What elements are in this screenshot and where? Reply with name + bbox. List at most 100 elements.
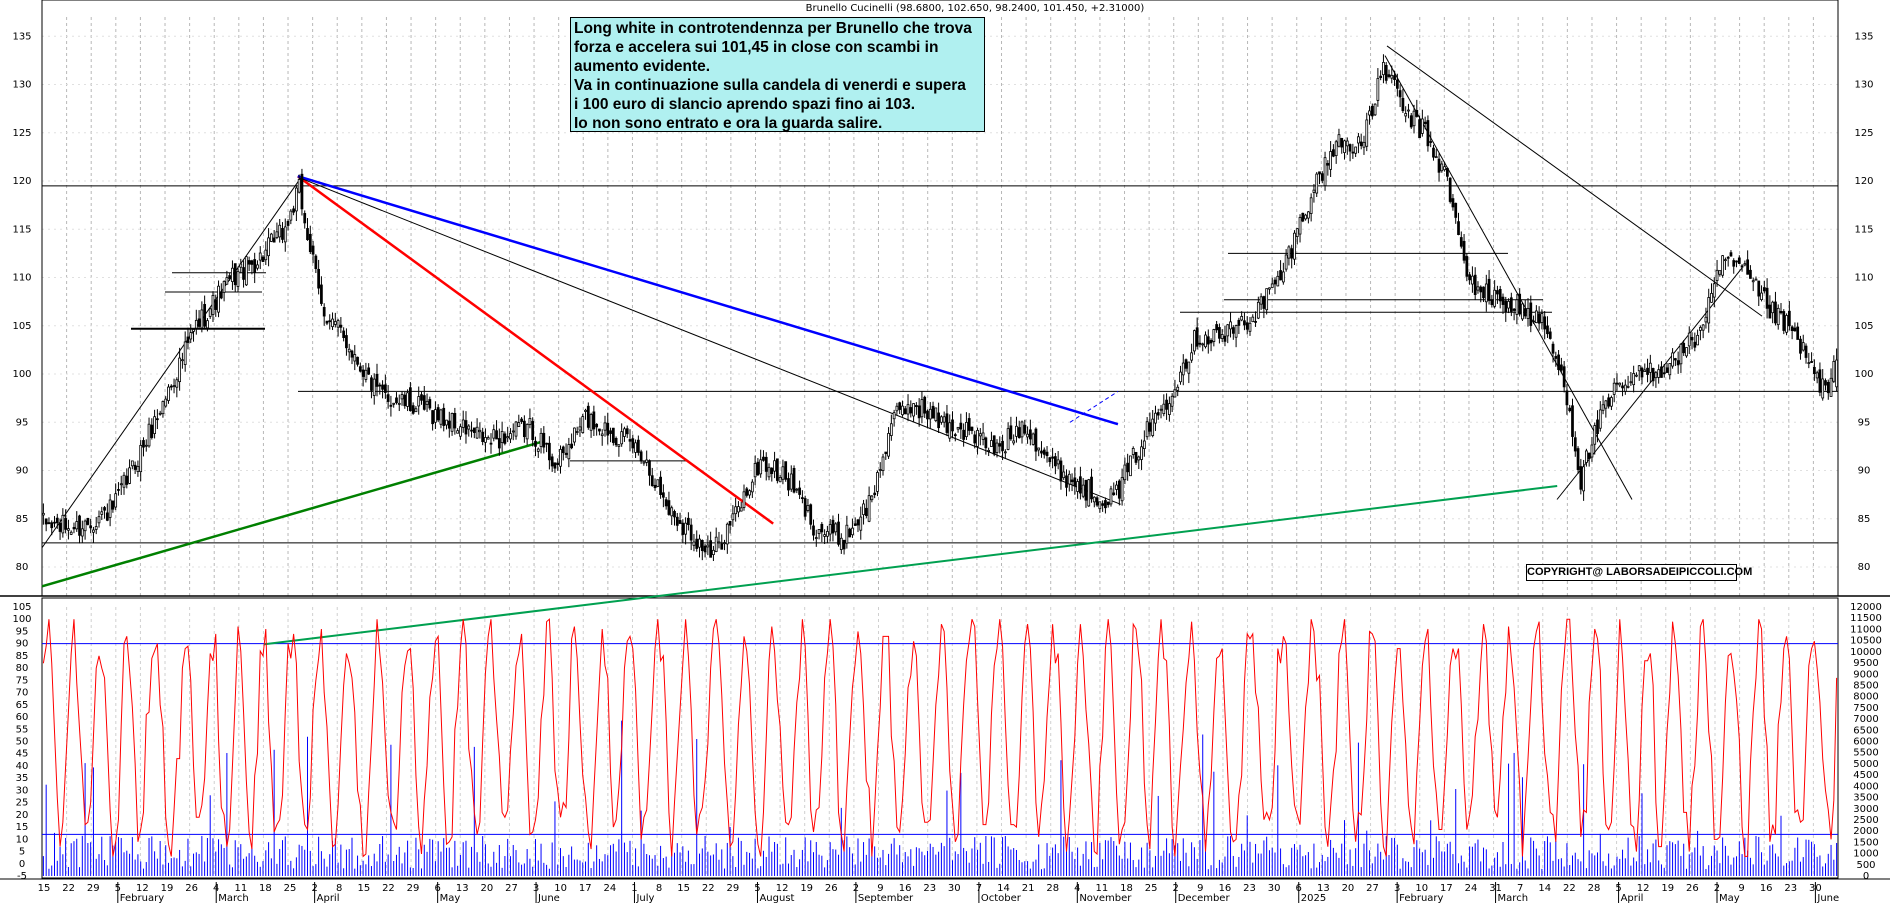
candle-body xyxy=(603,422,607,431)
x-month-label: March xyxy=(1498,893,1528,903)
candle-body xyxy=(381,384,384,390)
volume-tick: 2000 xyxy=(1853,826,1878,837)
candle-body xyxy=(1701,324,1705,331)
candle-body xyxy=(553,462,557,469)
candle-body xyxy=(447,420,451,429)
candle-body xyxy=(364,369,368,380)
candle-body xyxy=(737,506,740,513)
candle-body xyxy=(806,505,810,511)
candle-body xyxy=(1329,151,1332,170)
candle-body xyxy=(1354,146,1358,154)
x-day-tick: 22 xyxy=(382,883,395,894)
candle-body xyxy=(581,416,585,434)
candle-body xyxy=(208,308,212,317)
candle-body xyxy=(75,521,79,530)
candle-body xyxy=(461,419,465,428)
y-tick-right: 135 xyxy=(1854,31,1873,42)
candle-body xyxy=(753,463,757,478)
candle-body xyxy=(1443,166,1446,171)
candle-body xyxy=(917,405,921,419)
candle-body xyxy=(1746,259,1750,275)
candle-body xyxy=(667,500,671,515)
volume-tick: 9000 xyxy=(1853,669,1878,680)
candle-body xyxy=(1576,448,1580,470)
candle-body xyxy=(1729,252,1733,257)
candle-body xyxy=(531,421,535,441)
candle-body xyxy=(1268,287,1271,290)
candle-body xyxy=(995,442,999,453)
y-tick-left: 135 xyxy=(12,31,31,42)
candle-body xyxy=(545,442,548,445)
candle-body xyxy=(1290,248,1294,259)
candle-body xyxy=(1707,297,1711,324)
candle-body xyxy=(233,263,237,286)
candle-body xyxy=(670,507,674,517)
candle-body xyxy=(778,477,782,483)
candle-body xyxy=(1476,286,1480,291)
candle-body xyxy=(609,430,612,434)
candle-body xyxy=(1131,447,1135,455)
candle-body xyxy=(342,330,346,338)
candle-body xyxy=(1518,293,1522,315)
candle-body xyxy=(283,226,287,243)
candle-body xyxy=(1493,289,1497,307)
candle-body xyxy=(1496,290,1499,295)
candle-body xyxy=(1604,400,1608,409)
y-tick-right: 125 xyxy=(1854,128,1873,139)
candle-body xyxy=(1690,336,1694,341)
osc-tick: 100 xyxy=(12,614,31,625)
trend-red xyxy=(297,175,774,525)
x-month-label: March xyxy=(218,893,248,903)
candle-body xyxy=(1440,163,1444,172)
volume-tick: 5000 xyxy=(1853,759,1878,770)
osc-tick: 25 xyxy=(16,798,29,809)
candle-body xyxy=(645,459,649,463)
x-day-tick: 29 xyxy=(407,883,420,894)
candle-body xyxy=(606,422,610,436)
candle-body xyxy=(1251,316,1255,323)
candle-body xyxy=(864,507,868,516)
candle-body xyxy=(1573,437,1577,452)
candle-body xyxy=(1195,327,1199,347)
volume-tick: 500 xyxy=(1856,860,1875,871)
candle-body xyxy=(981,432,985,440)
candle-body xyxy=(42,512,45,516)
candle-body xyxy=(1382,62,1385,76)
candle-body xyxy=(472,427,476,433)
candle-body xyxy=(92,529,95,533)
x-month-label: July xyxy=(635,893,654,903)
candle-body xyxy=(194,319,198,329)
candle-body xyxy=(370,377,373,391)
candle-body xyxy=(1612,382,1616,395)
x-day-tick: 12 xyxy=(1637,883,1650,894)
x-month-label: 2025 xyxy=(1301,893,1326,903)
candle-body xyxy=(1796,326,1800,340)
candle-body xyxy=(136,465,140,472)
candle-body xyxy=(1137,456,1141,461)
candle-body xyxy=(1407,109,1410,112)
candle-body xyxy=(1629,381,1633,384)
x-day-tick: 27 xyxy=(1366,883,1379,894)
candle-body xyxy=(1326,163,1330,166)
candle-body xyxy=(1757,280,1761,297)
x-day-tick: 8 xyxy=(336,883,342,894)
x-day-tick: 24 xyxy=(1465,883,1478,894)
candle-body xyxy=(848,528,852,538)
candle-body xyxy=(956,426,960,430)
candle-body xyxy=(1540,313,1544,323)
x-month-label: April xyxy=(317,893,340,903)
candle-body xyxy=(1173,389,1177,398)
candle-body xyxy=(636,439,640,453)
candle-body xyxy=(328,320,332,323)
candle-body xyxy=(1718,270,1722,275)
candle-body xyxy=(242,267,245,280)
candle-body xyxy=(998,443,1002,447)
candle-body xyxy=(1034,428,1038,452)
candle-body xyxy=(217,285,220,313)
candle-body xyxy=(336,320,340,328)
candle-body xyxy=(1712,283,1716,298)
candle-body xyxy=(1001,440,1004,451)
osc-tick: 15 xyxy=(16,822,29,833)
candle-body xyxy=(1537,313,1541,324)
candle-body xyxy=(1220,334,1224,339)
